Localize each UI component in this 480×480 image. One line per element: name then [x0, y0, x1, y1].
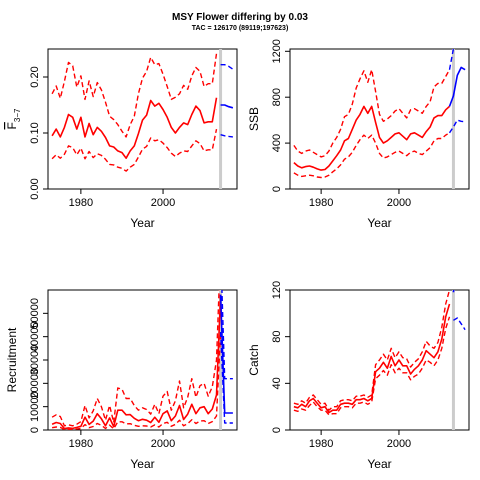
ssb-y-tick-label: 1200: [271, 39, 283, 63]
recruitment-x-axis-label: Year: [130, 457, 154, 471]
f-projection-lower-line: [220, 134, 233, 138]
catch-plot-area: [293, 173, 466, 430]
recruitment-y-tick-label: 40000: [29, 321, 41, 352]
recruitment-y-tick-label: 10000: [29, 391, 41, 422]
ssb-x-tick-label: 1980: [309, 197, 333, 209]
f-upper-line: [51, 53, 218, 138]
ssb-projection-lower-line: [448, 119, 466, 134]
catch-x-tick-label: 1980: [309, 438, 333, 450]
ssb-y-tick-label: 400: [271, 134, 283, 152]
f-y-tick-label: 0.10: [29, 122, 41, 143]
ssb-x-tick-label: 2000: [387, 197, 411, 209]
f-lower-line: [51, 128, 218, 172]
f-projection-median-line: [220, 104, 234, 109]
f-y-tick-label: 0.00: [29, 178, 41, 199]
ssb-y-tick-label: 800: [271, 88, 283, 106]
recruitment-y-tick-label: 0: [29, 427, 41, 433]
ssb-y-tick-label: 0: [271, 186, 283, 192]
catch-y-axis-label: Catch: [247, 344, 261, 375]
recruitment-upper-line: [51, 290, 220, 427]
recruitment-projection-upper-line: [221, 290, 233, 380]
ssb-y-axis-label: SSB: [247, 107, 261, 131]
recruitment-lower-line: [51, 331, 222, 430]
recruitment-plot-frame: [47, 289, 238, 431]
ssb-projection-upper-line: [448, 49, 455, 70]
ssb-plot-frame: [289, 48, 470, 190]
catch-projection-upper-line: [453, 173, 465, 266]
chart-title: MSY Flower differing by 0.03: [172, 12, 308, 23]
ssb-panel: 1980 2000 0 400 800 1200 Year SSB: [247, 39, 470, 230]
recruitment-plot-area: [51, 290, 233, 430]
ssb-median-line: [293, 105, 451, 171]
ssb-upper-line: [293, 68, 451, 158]
recruitment-median-line: [51, 294, 222, 430]
ssb-x-axis-label: Year: [367, 216, 391, 230]
f-y-tick-label: 0.20: [29, 66, 41, 87]
catch-y-tick-label: 120: [271, 281, 283, 299]
recruitment-panel: 1980 200001000020000300004000050000YearRe…: [5, 289, 238, 471]
ssb-plot-area: [293, 49, 466, 189]
f-y-axis-label: F3−7: [5, 108, 22, 129]
catch-y-tick-label: 80: [271, 331, 283, 343]
catch-projection-lower-line: [453, 317, 466, 331]
recruitment-x-tick-label: 2000: [151, 438, 175, 450]
f-panel: 1980 2000 0.00 0.10 0.20 Year F3−7: [5, 48, 238, 230]
f-plot-frame: [47, 48, 238, 190]
f-x-axis-label: Year: [130, 216, 154, 230]
catch-y-tick-label: 0: [271, 427, 283, 433]
f-median-line: [51, 97, 218, 159]
recruitment-projection-lower-line: [219, 331, 233, 424]
f-plot-area: [51, 49, 234, 189]
recruitment-projection-median-line: [219, 294, 233, 414]
recruitment-y-tick-label: 50000: [29, 298, 41, 329]
f-projection-upper-line: [220, 63, 234, 70]
f-x-tick-label: 1980: [69, 197, 93, 209]
catch-x-axis-label: Year: [367, 457, 391, 471]
catch-median-line: [293, 303, 451, 414]
catch-plot-frame: [289, 289, 470, 431]
catch-upper-line: [293, 290, 451, 411]
catch-x-tick-label: 2000: [387, 438, 411, 450]
catch-lower-line: [293, 316, 451, 416]
catch-y-tick-label: 40: [271, 377, 283, 389]
recruitment-y-tick-label: 20000: [29, 368, 41, 399]
chart-subtitle: TAC = 126170 (89119;197623): [192, 25, 289, 32]
recruitment-x-tick-label: 1980: [69, 438, 93, 450]
recruitment-y-tick-label: 30000: [29, 345, 41, 376]
ssb-projection-median-line: [448, 66, 466, 107]
catch-projection-median-line: [452, 290, 455, 293]
catch-panel: 1980 2000 0 40 80 120 Year Catch: [247, 173, 470, 471]
recruitment-y-axis-label: Recruitment: [5, 327, 19, 392]
ssb-lower-line: [293, 132, 450, 179]
f-x-tick-label: 2000: [151, 197, 175, 209]
